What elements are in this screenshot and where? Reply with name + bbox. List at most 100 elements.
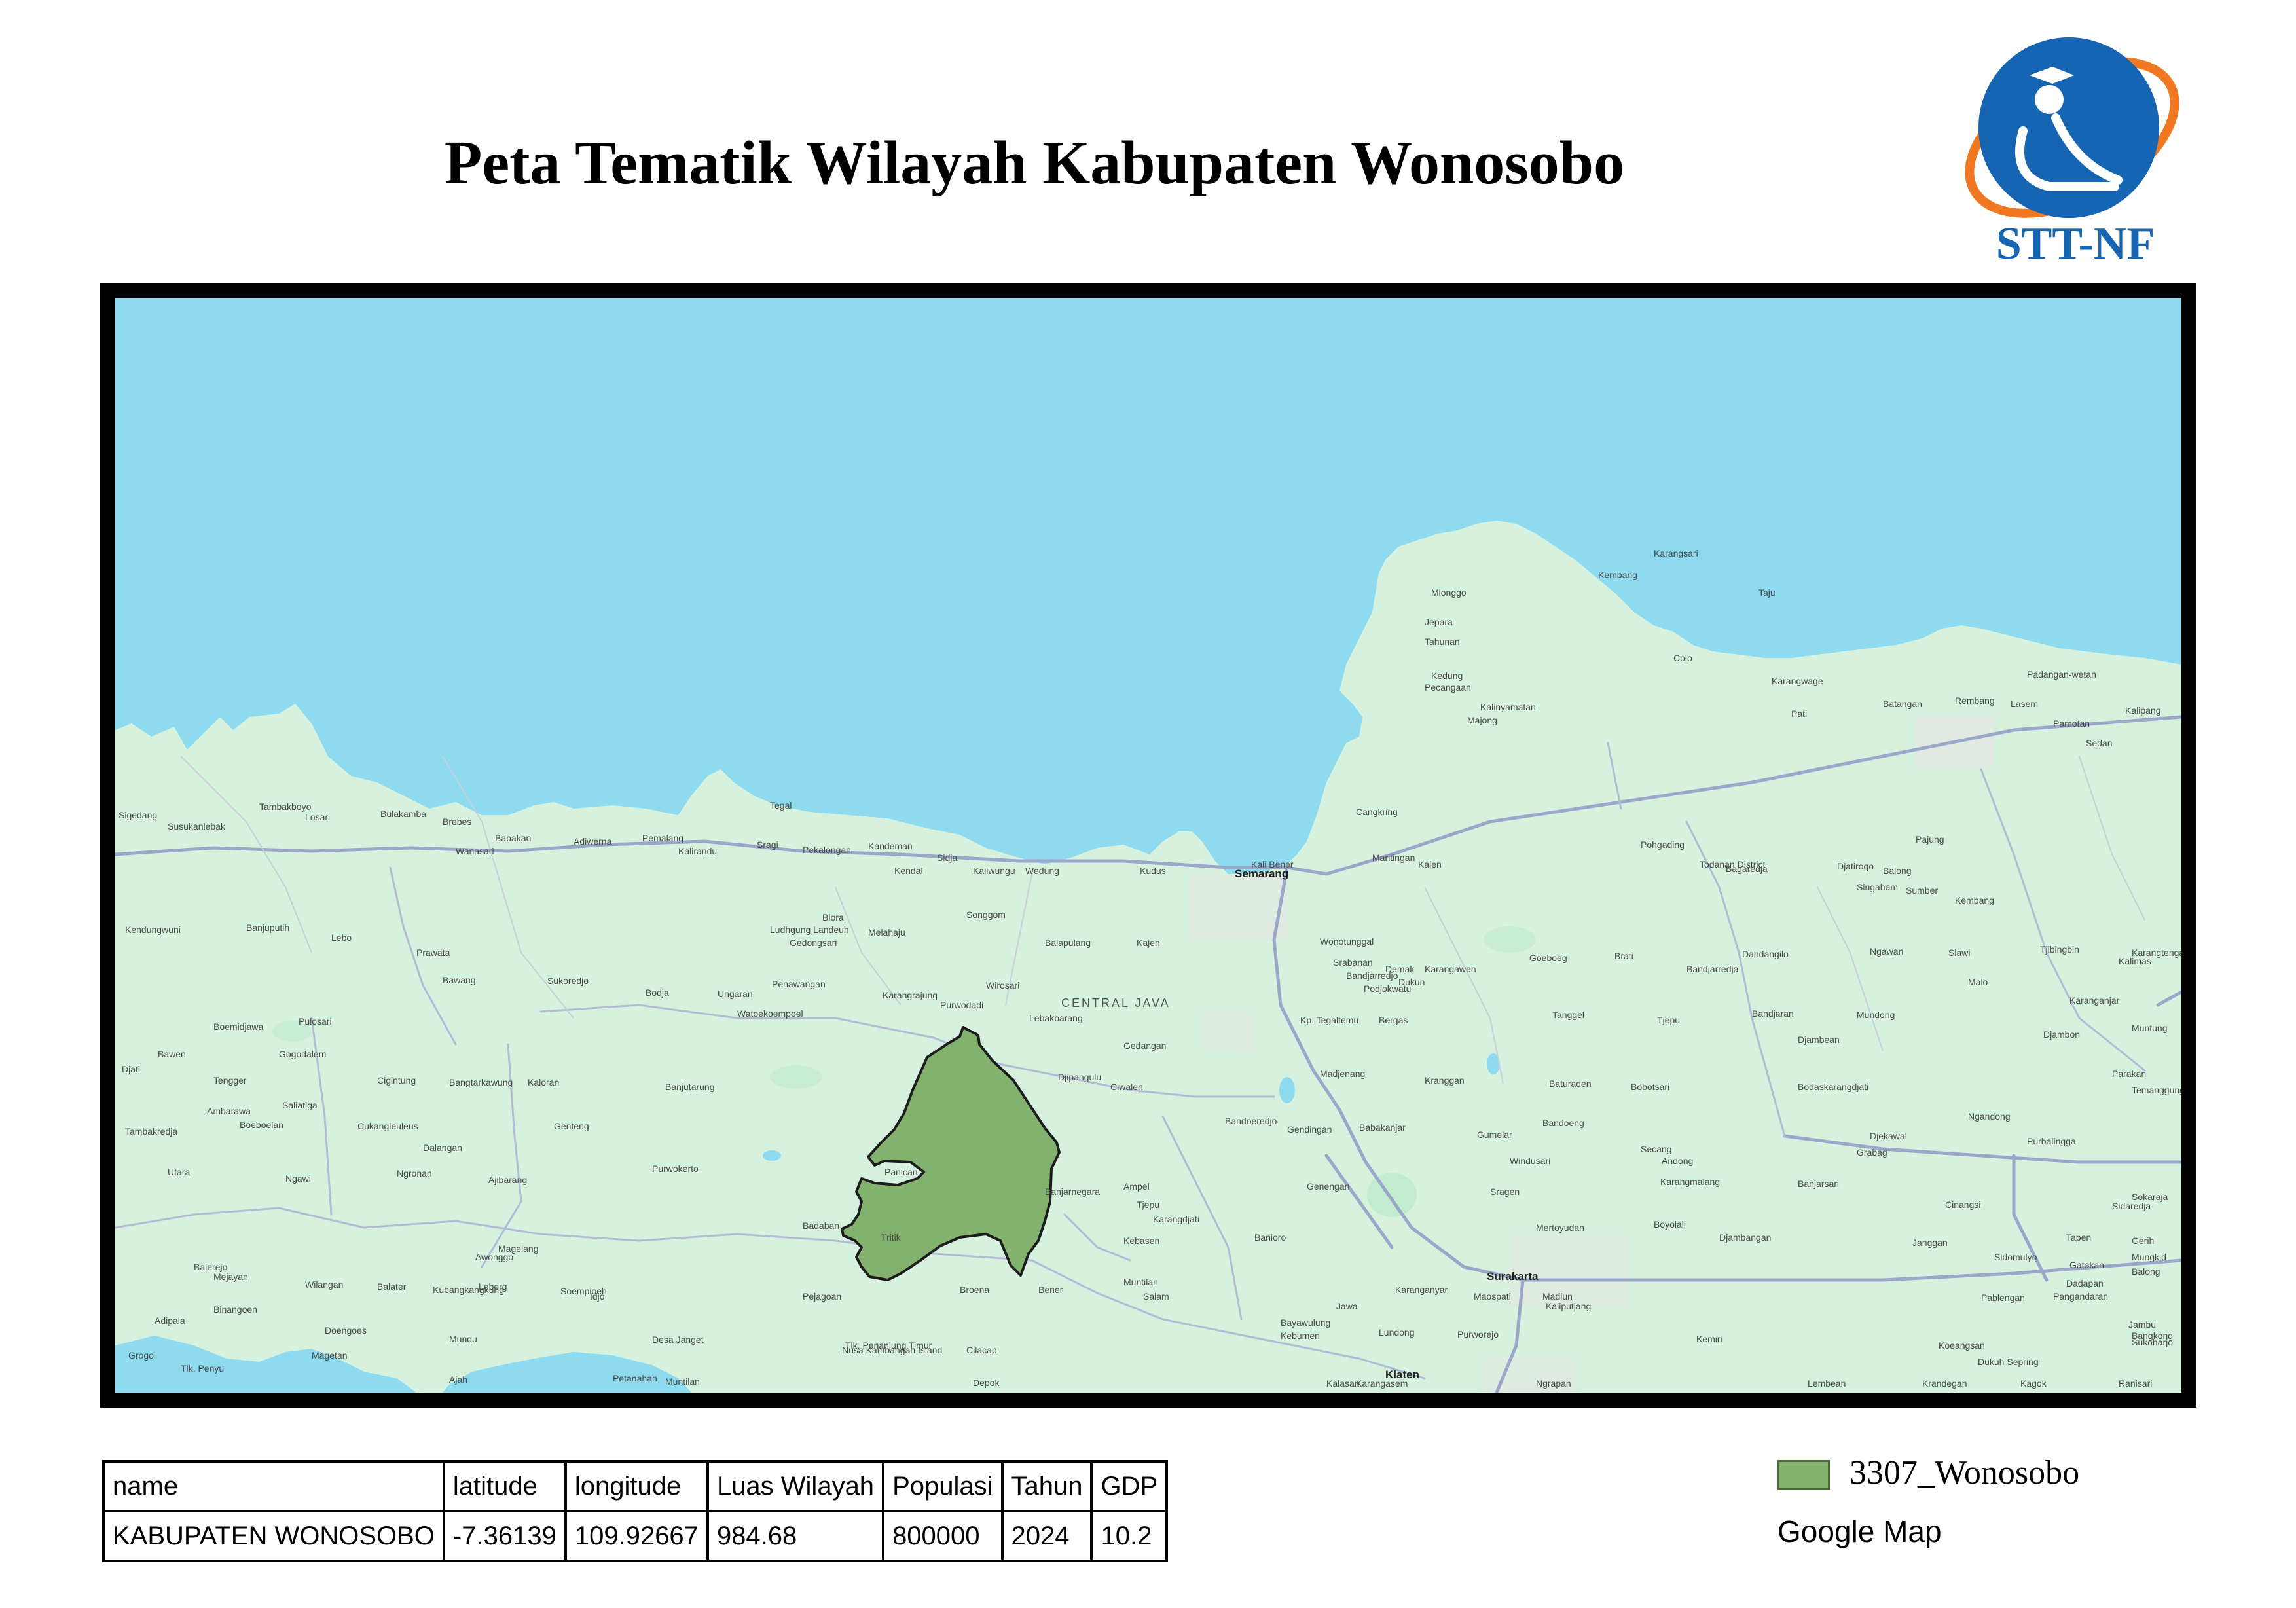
place-label: Koeangsan <box>1939 1340 1985 1351</box>
cell-luas-wilayah: 984.68 <box>706 1510 885 1562</box>
place-label: Purbalingga <box>2027 1136 2076 1146</box>
place-label: Brati <box>1614 951 1633 961</box>
place-label: Maritingan <box>1372 852 1415 863</box>
place-label: Bayawulung <box>1281 1317 1330 1328</box>
place-label: Tapen <box>2066 1232 2091 1243</box>
place-label: Kemiri <box>1696 1334 1722 1344</box>
place-label: Kajen <box>1418 859 1442 869</box>
place-label: Ngandong <box>1968 1111 2011 1122</box>
place-label: Singaham <box>1857 882 1898 892</box>
place-label: Sragi <box>757 839 778 850</box>
place-label: Nusa Kambangan Island <box>842 1345 942 1355</box>
place-label: Jambu <box>2128 1319 2156 1330</box>
place-label: Karangmalang <box>1660 1177 1720 1187</box>
table-header-row: name latitude longitude Luas Wilayah Pop… <box>102 1460 1169 1512</box>
place-label: Cinangsi <box>1945 1199 1980 1210</box>
place-label: Pamotan <box>2053 718 2090 729</box>
place-label: Ranisari <box>2119 1378 2152 1389</box>
place-label: Pulosari <box>299 1016 332 1027</box>
place-label: Kaloran <box>528 1077 559 1087</box>
place-label: Kebasen <box>1123 1235 1159 1246</box>
place-label: Depok <box>973 1378 1000 1388</box>
place-label: Tambakboyo <box>259 801 312 812</box>
place-label: Colo <box>1673 653 1692 663</box>
place-label: Kubangkangkung <box>433 1285 504 1295</box>
place-label: Kembang <box>1598 570 1637 580</box>
place-label: Broena <box>960 1285 989 1295</box>
place-label: Gerih <box>2132 1235 2154 1246</box>
place-label: Jawa <box>1336 1301 1358 1311</box>
place-label: Leberg <box>479 1281 507 1292</box>
place-label: Banjarsari <box>1798 1179 1839 1189</box>
place-label: Soempioeh <box>560 1286 607 1296</box>
place-label: Djekawal <box>1870 1131 1907 1141</box>
place-label: Blora <box>822 912 844 923</box>
place-label: Banjutarung <box>665 1082 715 1092</box>
place-label: Wedung <box>1025 866 1059 876</box>
header-gdp: GDP <box>1090 1460 1169 1512</box>
place-label: Ampel <box>1123 1181 1150 1192</box>
south-sea <box>115 1336 416 1393</box>
place-label: Panican <box>884 1167 918 1177</box>
place-label: Podjokwatu <box>1364 983 1411 994</box>
place-label: Dukun <box>1398 977 1425 987</box>
place-label: Mlonggo <box>1431 587 1467 598</box>
place-label: Kali Bener <box>1251 859 1294 869</box>
place-label: Kebumen <box>1281 1330 1320 1341</box>
place-label: Kalinyamatan <box>1480 702 1536 712</box>
place-label: Kajen <box>1137 938 1160 948</box>
place-label: Sidaredja <box>2112 1201 2151 1211</box>
place-label: Banjarnegara <box>1045 1186 1100 1197</box>
region-label: CENTRAL JAVA <box>1061 996 1171 1010</box>
place-label: Kandeman <box>868 841 913 851</box>
place-label: Tegal <box>770 800 792 811</box>
place-label: Cigintung <box>377 1075 416 1086</box>
place-label: Sumber <box>1906 885 1938 896</box>
place-label: Cangkring <box>1356 807 1398 817</box>
place-label: Sukoredjo <box>547 976 589 986</box>
place-label: Pekalongan <box>803 845 851 855</box>
place-label: Babakanjar <box>1359 1122 1406 1133</box>
place-label: Desa Janget <box>652 1334 704 1345</box>
place-label: Mundong <box>1857 1010 1895 1020</box>
place-label: Pajung <box>1916 834 1944 845</box>
place-label: Padangan-wetan <box>2027 669 2096 680</box>
city-label-surakarta: Surakarta <box>1487 1270 1539 1283</box>
place-label: Mundu <box>449 1334 477 1344</box>
place-label: Doengoes <box>325 1325 367 1336</box>
place-label: Melahaju <box>868 927 905 938</box>
place-label: Todanan District <box>1700 859 1765 869</box>
place-label: Krandegan <box>1922 1378 1967 1389</box>
place-label: Pohgading <box>1641 839 1685 850</box>
cell-longitude: 109.92667 <box>564 1510 709 1562</box>
place-label: Sragen <box>1490 1186 1520 1197</box>
place-label: Wilangan <box>305 1279 343 1290</box>
basemap-svg: Karangsari Kembang Mlonggo Jepara Tahunan Ked… <box>115 521 2181 1393</box>
place-label: Boemidjawa <box>213 1021 263 1032</box>
cell-populasi: 800000 <box>882 1510 1004 1562</box>
place-label: Kalirandu <box>678 846 717 856</box>
place-label: Lebo <box>331 932 352 943</box>
place-label: Magetan <box>312 1350 347 1361</box>
map-canvas[interactable]: Karangsari Kembang Mlonggo Jepara Tahunan Ked… <box>115 298 2181 1393</box>
place-label: Slawi <box>1948 947 1970 958</box>
place-label: Tritik <box>881 1232 902 1243</box>
place-label: Muntilan <box>665 1376 700 1387</box>
place-label: Saliatiga <box>282 1100 318 1110</box>
place-label: Batangan <box>1883 699 1922 709</box>
place-label: Bergas <box>1379 1015 1408 1025</box>
place-label: Dalangan <box>423 1142 462 1153</box>
place-label: Karanganjar <box>2069 995 2120 1006</box>
place-label: Boeboelan <box>240 1120 283 1130</box>
place-label: Pecangaan <box>1425 682 1471 693</box>
place-label: Jepara <box>1425 617 1453 627</box>
place-label: Balong <box>1883 866 1912 876</box>
place-label: Bulakamba <box>380 809 426 819</box>
place-label: Bandjaran <box>1752 1008 1794 1019</box>
place-label: Djatirogo <box>1837 861 1874 871</box>
place-label: Demak <box>1385 964 1415 974</box>
place-label: Tlk. Penyu <box>181 1363 224 1374</box>
place-label: Purwokerto <box>652 1163 699 1174</box>
place-label: Karanganyar <box>1395 1285 1448 1295</box>
place-label: Karangwage <box>1772 676 1823 686</box>
